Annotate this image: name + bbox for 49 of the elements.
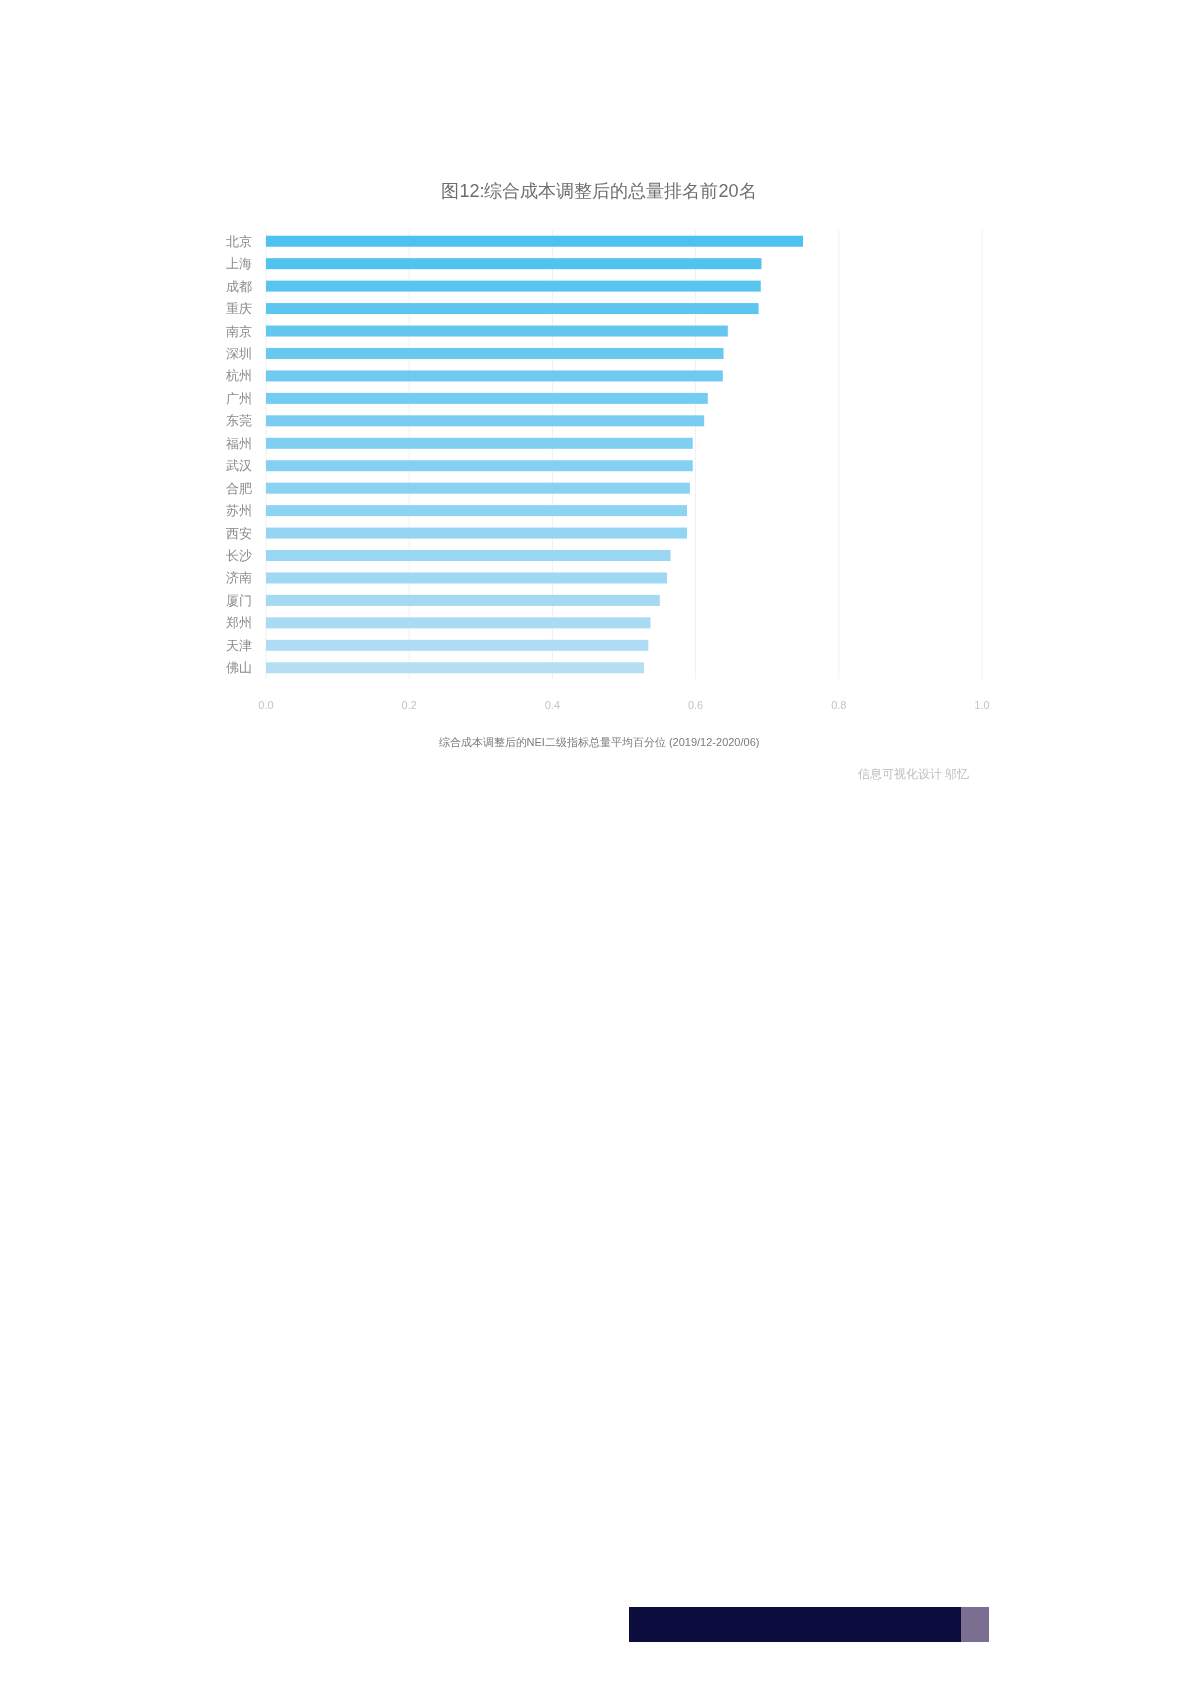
bar (266, 527, 688, 539)
y-tick-label: 厦门 (226, 592, 252, 608)
y-tick-label: 南京 (226, 323, 252, 339)
y-tick-label: 北京 (226, 233, 252, 249)
y-tick-label: 东莞 (226, 413, 252, 429)
x-tick-label: 0.8 (831, 699, 847, 711)
bar (266, 258, 762, 270)
x-tick-label: 1.0 (974, 699, 990, 711)
y-tick-label: 福州 (226, 435, 252, 451)
y-tick-label: 天津 (226, 637, 252, 653)
bar (266, 460, 693, 472)
bar (266, 662, 645, 674)
bar (266, 392, 708, 404)
x-tick-label: 0.4 (544, 699, 561, 711)
y-tick-label: 杭州 (225, 368, 252, 384)
chart-title: 图12:综合成本调整后的总量排名前20名 (441, 181, 757, 201)
bar (266, 235, 803, 247)
bar (266, 639, 649, 651)
y-tick-label: 苏州 (226, 503, 252, 519)
bar (266, 280, 761, 292)
bar (266, 482, 690, 494)
y-tick-label: 长沙 (226, 548, 252, 564)
x-tick-label: 0.2 (401, 699, 417, 711)
bar (266, 415, 705, 427)
y-tick-label: 武汉 (226, 458, 252, 474)
x-tick-label: 0.6 (687, 699, 704, 711)
y-tick-label: 济南 (226, 570, 252, 586)
x-axis-title: 综合成本调整后的NEI二级指标总量平均百分位 (2019/12-2020/06) (438, 736, 760, 748)
y-tick-label: 佛山 (226, 660, 252, 676)
bar (266, 437, 693, 449)
text: 信息可视化设计 邬忆 (857, 767, 969, 781)
y-tick-label: 广州 (226, 390, 252, 406)
bar (266, 303, 759, 315)
bar (266, 325, 728, 337)
y-tick-label: 深圳 (226, 345, 252, 361)
bar (266, 617, 651, 629)
bar (266, 572, 667, 584)
bar (266, 505, 688, 517)
bar (266, 550, 671, 562)
y-tick-label: 成都 (226, 278, 252, 294)
y-tick-label: 重庆 (226, 301, 252, 317)
y-tick-label: 西安 (226, 525, 252, 541)
y-tick-label: 上海 (226, 256, 252, 272)
y-tick-label: 郑州 (226, 615, 252, 631)
y-tick-label: 合肥 (226, 480, 252, 496)
bar (266, 347, 724, 359)
bar (266, 370, 723, 382)
x-tick-label: 0.0 (258, 699, 274, 711)
bar (266, 594, 660, 606)
